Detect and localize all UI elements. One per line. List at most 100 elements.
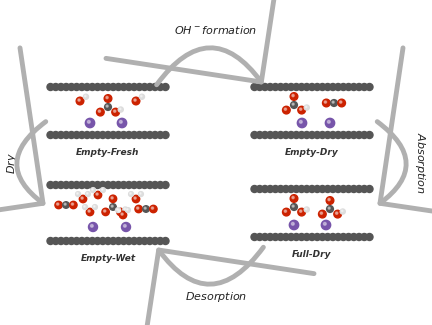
Circle shape bbox=[106, 105, 108, 107]
Circle shape bbox=[63, 181, 70, 188]
Circle shape bbox=[152, 84, 159, 90]
Circle shape bbox=[118, 210, 121, 212]
Circle shape bbox=[99, 84, 106, 90]
Circle shape bbox=[94, 132, 101, 138]
Circle shape bbox=[345, 233, 352, 240]
Circle shape bbox=[120, 238, 127, 244]
Circle shape bbox=[314, 132, 321, 138]
Circle shape bbox=[96, 193, 98, 195]
Circle shape bbox=[83, 181, 91, 188]
Circle shape bbox=[320, 212, 323, 214]
Circle shape bbox=[293, 132, 300, 138]
Circle shape bbox=[341, 210, 343, 212]
Circle shape bbox=[261, 84, 268, 90]
Circle shape bbox=[323, 99, 330, 107]
Circle shape bbox=[94, 191, 102, 199]
Circle shape bbox=[136, 84, 143, 90]
Circle shape bbox=[68, 181, 75, 188]
Circle shape bbox=[78, 84, 86, 90]
Circle shape bbox=[325, 118, 335, 128]
Circle shape bbox=[84, 206, 85, 207]
Circle shape bbox=[114, 110, 116, 112]
Circle shape bbox=[135, 205, 142, 213]
Circle shape bbox=[86, 208, 94, 216]
Circle shape bbox=[63, 238, 70, 244]
Circle shape bbox=[314, 186, 321, 192]
Circle shape bbox=[288, 233, 295, 240]
Circle shape bbox=[104, 95, 112, 102]
Circle shape bbox=[284, 210, 286, 212]
FancyArrowPatch shape bbox=[377, 48, 432, 226]
Circle shape bbox=[83, 205, 88, 210]
Circle shape bbox=[330, 132, 337, 138]
Circle shape bbox=[86, 192, 90, 197]
Circle shape bbox=[261, 186, 268, 192]
Circle shape bbox=[130, 84, 138, 90]
Circle shape bbox=[115, 181, 122, 188]
Circle shape bbox=[319, 84, 326, 90]
Circle shape bbox=[283, 186, 289, 192]
Circle shape bbox=[141, 181, 148, 188]
Circle shape bbox=[338, 99, 346, 107]
Circle shape bbox=[115, 84, 122, 90]
Circle shape bbox=[86, 118, 95, 128]
Circle shape bbox=[78, 181, 86, 188]
Circle shape bbox=[105, 132, 111, 138]
Circle shape bbox=[89, 84, 96, 90]
Circle shape bbox=[101, 188, 105, 192]
Circle shape bbox=[272, 186, 279, 192]
Circle shape bbox=[350, 132, 357, 138]
Circle shape bbox=[85, 95, 86, 97]
Circle shape bbox=[112, 108, 120, 116]
Circle shape bbox=[141, 84, 148, 90]
Circle shape bbox=[83, 84, 91, 90]
Circle shape bbox=[308, 132, 315, 138]
Text: Full-Dry: Full-Dry bbox=[292, 250, 332, 259]
Circle shape bbox=[124, 225, 126, 227]
Circle shape bbox=[71, 203, 73, 205]
Circle shape bbox=[162, 238, 169, 244]
Circle shape bbox=[272, 233, 279, 240]
Circle shape bbox=[356, 84, 362, 90]
Circle shape bbox=[125, 84, 133, 90]
Circle shape bbox=[92, 205, 97, 210]
Circle shape bbox=[284, 108, 286, 110]
Circle shape bbox=[308, 233, 315, 240]
Circle shape bbox=[261, 132, 268, 138]
Circle shape bbox=[292, 196, 294, 199]
Circle shape bbox=[146, 132, 153, 138]
Circle shape bbox=[350, 84, 357, 90]
Circle shape bbox=[361, 186, 368, 192]
Circle shape bbox=[102, 208, 109, 215]
Circle shape bbox=[140, 95, 142, 97]
Circle shape bbox=[299, 121, 302, 123]
Circle shape bbox=[299, 210, 302, 212]
Circle shape bbox=[334, 210, 341, 218]
Circle shape bbox=[277, 186, 284, 192]
Circle shape bbox=[330, 99, 337, 106]
Circle shape bbox=[52, 132, 59, 138]
Circle shape bbox=[267, 84, 274, 90]
Circle shape bbox=[47, 132, 54, 138]
Circle shape bbox=[110, 132, 117, 138]
Circle shape bbox=[124, 208, 125, 210]
Circle shape bbox=[120, 84, 127, 90]
Circle shape bbox=[119, 211, 127, 219]
Circle shape bbox=[105, 104, 111, 110]
Circle shape bbox=[256, 132, 263, 138]
Circle shape bbox=[299, 108, 302, 110]
Circle shape bbox=[162, 181, 169, 188]
Circle shape bbox=[308, 186, 315, 192]
Circle shape bbox=[94, 206, 95, 207]
Circle shape bbox=[110, 84, 117, 90]
Circle shape bbox=[291, 203, 297, 210]
Circle shape bbox=[251, 84, 258, 90]
Circle shape bbox=[91, 225, 93, 227]
Circle shape bbox=[326, 197, 334, 204]
Circle shape bbox=[319, 233, 326, 240]
Circle shape bbox=[340, 186, 347, 192]
Circle shape bbox=[139, 192, 143, 197]
Circle shape bbox=[105, 238, 111, 244]
Circle shape bbox=[324, 222, 326, 225]
Circle shape bbox=[104, 210, 106, 212]
